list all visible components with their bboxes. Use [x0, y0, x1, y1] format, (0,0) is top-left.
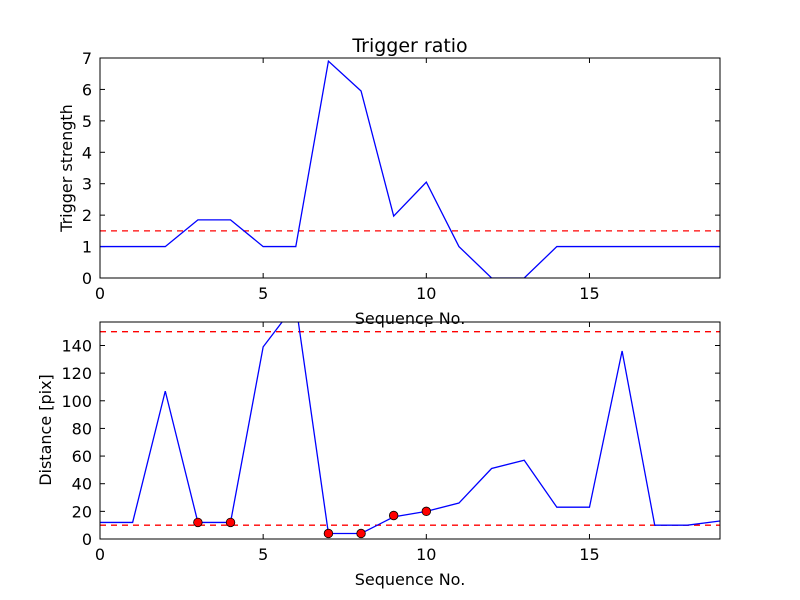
x-tick-label: 15 [579, 545, 599, 564]
data-point-marker [323, 528, 334, 539]
y-tick-label: 20 [72, 502, 92, 521]
y-tick-label: 4 [82, 143, 92, 162]
x-tick-label: 10 [416, 545, 436, 564]
y-axis-label: Distance [pix] [36, 374, 55, 486]
plot-area [100, 322, 720, 539]
y-axis-label: Trigger strength [57, 104, 76, 233]
y-tick-label: 140 [61, 336, 92, 355]
x-tick-label: 10 [416, 284, 436, 303]
y-tick-label: 80 [72, 419, 92, 438]
axis-ticks: 0 5 10 15 0 20 40 60 80 100 120 140 [61, 322, 720, 564]
x-tick-label: 15 [579, 284, 599, 303]
series-line [100, 322, 720, 535]
axes-frame [99, 57, 721, 279]
data-point-marker [421, 506, 432, 517]
y-tick-label: 3 [82, 175, 92, 194]
data-point-marker [356, 528, 366, 539]
axes-frame [99, 321, 721, 540]
data-point-marker [225, 517, 236, 528]
x-tick-label: 5 [258, 284, 268, 303]
y-tick-label: 5 [82, 112, 92, 131]
chart-title: Trigger ratio [351, 35, 467, 57]
x-axis-label: Sequence No. [355, 570, 466, 589]
y-tick-label: 0 [82, 269, 92, 288]
series-line [100, 59, 720, 278]
y-tick-label: 120 [61, 364, 92, 383]
trigger-ratio-panel: Trigger ratio 0 5 10 15 0 1 2 3 4 5 6 7 Sequence No… [57, 35, 721, 328]
y-tick-label: 60 [72, 447, 92, 466]
x-tick-label: 5 [258, 545, 268, 564]
y-tick-label: 0 [82, 530, 92, 549]
x-axis-label: Sequence No. [355, 309, 466, 328]
x-tick-label: 0 [95, 284, 105, 303]
y-tick-label: 6 [82, 80, 92, 99]
y-tick-label: 1 [82, 238, 92, 257]
distance-panel: 0 5 10 15 0 20 40 60 80 100 120 140 Sequence No. Di… [36, 321, 721, 589]
y-tick-label: 7 [82, 49, 92, 68]
y-tick-label: 2 [82, 206, 92, 225]
plot-area [100, 59, 720, 278]
axis-ticks: 0 5 10 15 0 1 2 3 4 5 6 7 [82, 49, 720, 303]
data-point-marker [193, 517, 203, 528]
x-tick-label: 0 [95, 545, 105, 564]
y-tick-label: 100 [61, 392, 92, 411]
data-point-marker [388, 510, 399, 521]
y-tick-label: 40 [72, 475, 92, 494]
